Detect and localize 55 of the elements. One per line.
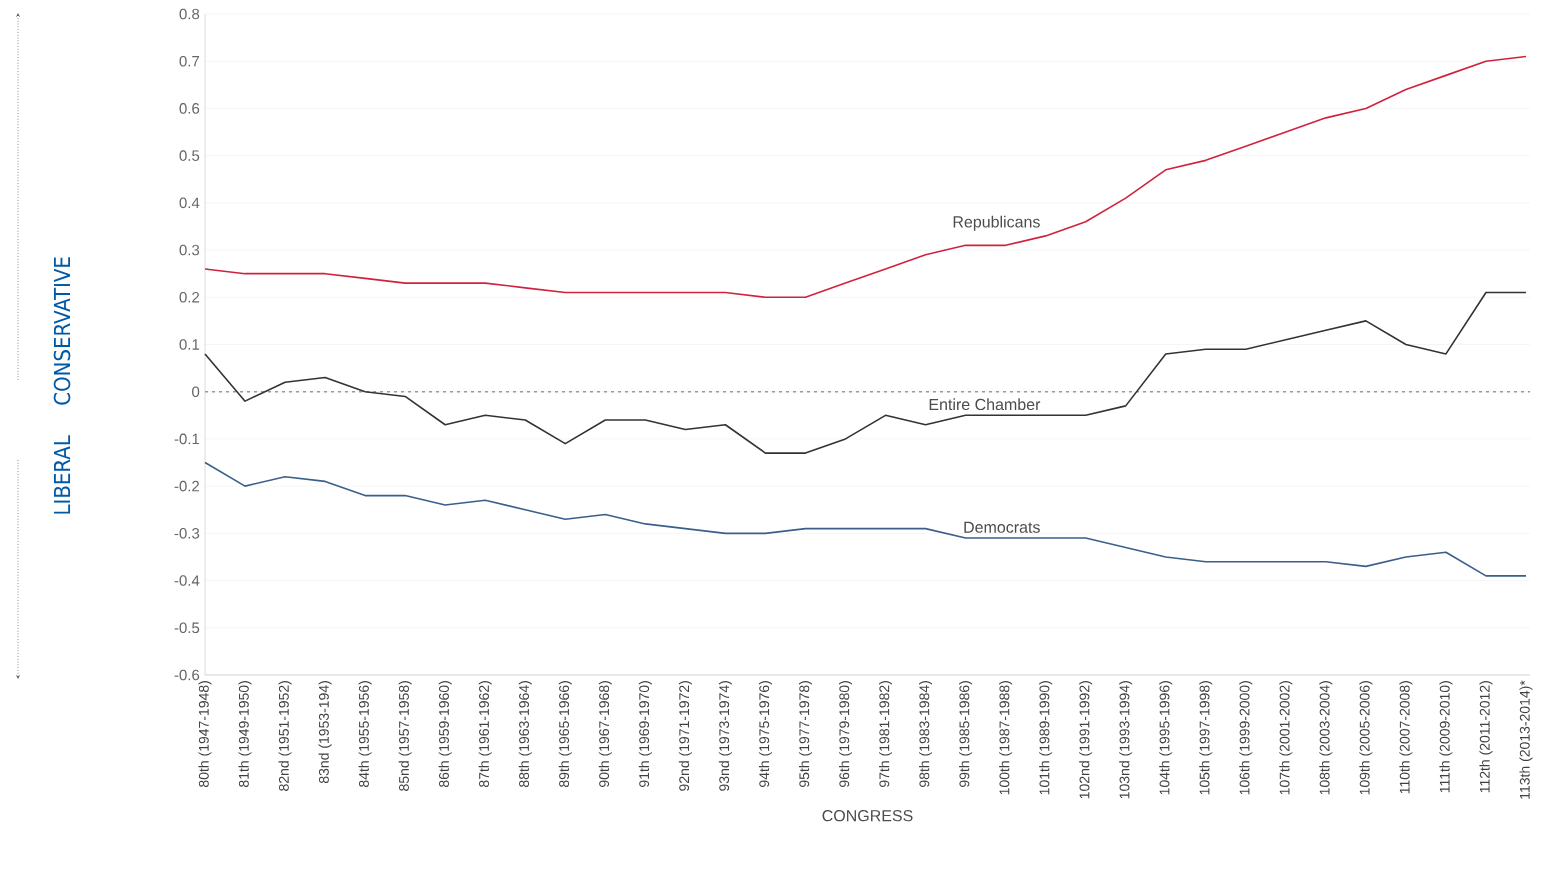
x-axis-title: CONGRESS xyxy=(822,810,913,822)
x-tick-label: 91th (1969-1970) xyxy=(638,681,652,787)
series-label: Democrats xyxy=(964,521,1040,533)
y-tick-label: 0.6 xyxy=(179,103,200,114)
x-tick-label: 111th (2009-2010) xyxy=(1439,681,1453,793)
y-tick-label: -0.6 xyxy=(174,669,200,681)
y-tick-label: -0.5 xyxy=(174,622,200,634)
y-tick-label: -0.4 xyxy=(174,575,200,586)
y-tick-label: 0.1 xyxy=(179,339,200,350)
text: LIBERAL xyxy=(53,435,71,514)
x-tick-label: 95th (1977-1978) xyxy=(798,681,812,787)
x-tick-label: 108th (2003-2004) xyxy=(1319,681,1333,795)
x-tick-label: 105th (1997-1998) xyxy=(1199,681,1213,795)
x-tick-label: 94th (1975-1976) xyxy=(758,681,772,787)
x-tick-label: 96th (1979-1980) xyxy=(838,681,853,787)
y-tick-label: 0.7 xyxy=(179,55,200,67)
y-tick-label: -0.1 xyxy=(174,433,200,445)
x-tick-label: 104th (1995-1996) xyxy=(1159,681,1173,795)
x-tick-label: 89th (1965-1966) xyxy=(558,681,572,787)
x-tick-label: 86th (1959-1960) xyxy=(438,681,452,787)
x-tick-label: 103nd (1993-1994) xyxy=(1119,681,1133,799)
x-tick-label: 84th (1955-1956) xyxy=(358,681,372,787)
x-tick-label: 112th (2011-2012) xyxy=(1479,681,1493,793)
x-tick-label: 87th (1961-1962) xyxy=(478,681,492,787)
x-tick-label: 85nd (1957-1958) xyxy=(398,681,412,791)
text: CONSERVATIVE xyxy=(53,257,71,405)
y-tick-label: -0.2 xyxy=(174,480,200,492)
x-tick-label: 82nd (1951-1952) xyxy=(278,681,292,791)
y-tick-label: 0.8 xyxy=(179,8,200,20)
x-tick-label: 93nd (1973-1974) xyxy=(718,681,732,791)
y-tick-label: 0.3 xyxy=(179,244,200,256)
x-tick-label: 92nd (1971-1972) xyxy=(678,681,692,791)
y-tick-label: 0 xyxy=(192,386,200,398)
x-tick-label: 102nd (1991-1992) xyxy=(1079,681,1093,799)
x-tick-label: 83nd (1953-194) xyxy=(318,681,332,784)
x-tick-label: 98th (1983-1984) xyxy=(919,681,933,787)
x-tick-label: 97th (1981-1982) xyxy=(878,681,893,787)
series-label: Republicans xyxy=(953,215,1040,231)
x-tick-label: 106th (1999-2000) xyxy=(1239,681,1253,795)
x-tick-label: 101th (1989-1990) xyxy=(1039,681,1053,795)
y-tick-label: -0.3 xyxy=(174,528,200,539)
x-tick-label: 80th (1947-1948) xyxy=(198,681,212,787)
x-tick-label: 90th (1967-1968) xyxy=(598,681,612,787)
x-tick-label: 109th (2005-2006) xyxy=(1359,681,1373,795)
x-tick-label: 88th (1963-1964) xyxy=(518,681,532,787)
x-tick-label: 100th (1987-1988) xyxy=(999,681,1013,795)
y-tick-label: 0.2 xyxy=(179,291,200,303)
x-tick-label: 107th (2001-2002) xyxy=(1279,681,1293,795)
x-tick-label: 113th (2013-2014)* xyxy=(1519,680,1533,799)
y-tick-label: 0.5 xyxy=(179,150,200,161)
y-tick-label: 0.4 xyxy=(179,197,200,209)
x-tick-label: 110th (2007-2008) xyxy=(1399,681,1413,794)
x-tick-label: 81th (1949-1950) xyxy=(238,681,252,787)
series-label: Entire Chamber xyxy=(929,398,1041,411)
x-tick-label: 99th (1985-1986) xyxy=(959,681,973,787)
